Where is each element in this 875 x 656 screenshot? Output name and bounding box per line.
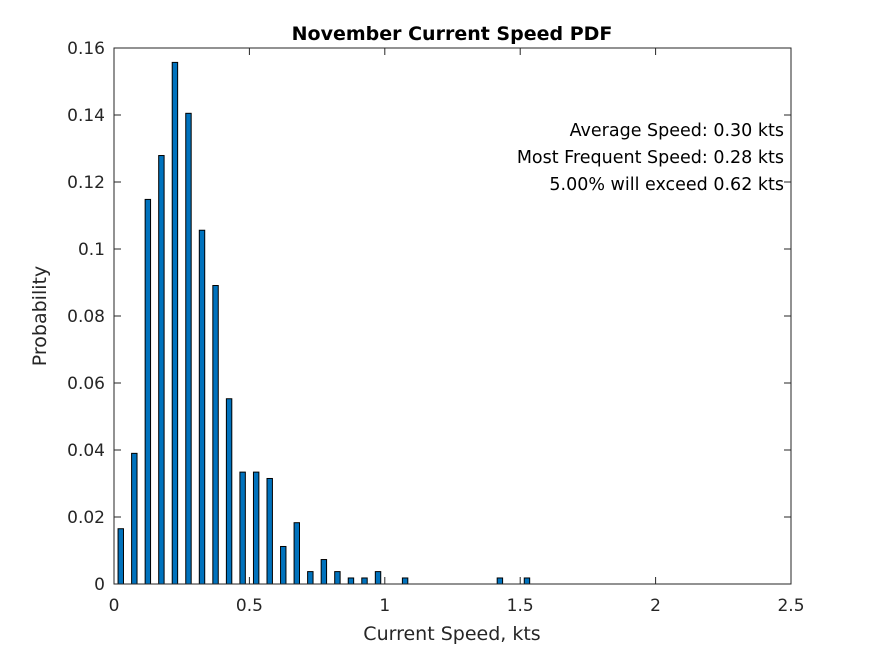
- bar-12: [280, 545, 287, 585]
- chart-title: November Current Speed PDF: [292, 23, 613, 45]
- bar-17: [347, 577, 355, 585]
- x-tick-label-1: 0.5: [236, 596, 263, 616]
- bar-0: [117, 528, 124, 585]
- bar-11: [266, 477, 273, 585]
- bar-21: [401, 577, 409, 585]
- x-axis-label: Current Speed, kts: [363, 623, 540, 645]
- bar-30: [523, 577, 531, 585]
- bar-18: [361, 577, 368, 585]
- y-tick-label-4: 0.08: [67, 307, 105, 327]
- bar-28: [496, 577, 504, 585]
- y-axis-label: Probability: [29, 266, 51, 366]
- x-tick-label-3: 1.5: [507, 596, 534, 616]
- y-tick-label-8: 0.16: [67, 39, 105, 59]
- y-tick-label-1: 0.02: [67, 508, 105, 528]
- bar-14: [307, 571, 314, 585]
- bar-4: [171, 61, 179, 585]
- annotation-exceedance: 5.00% will exceed 0.62 kts: [549, 175, 784, 195]
- x-tick-label-5: 2.5: [777, 596, 804, 616]
- bar-10: [252, 471, 260, 585]
- bar-15: [320, 559, 328, 585]
- bar-8: [225, 398, 233, 585]
- x-tick-label-4: 2: [650, 596, 661, 616]
- y-tick-label-2: 0.04: [67, 441, 105, 461]
- bar-13: [293, 522, 300, 585]
- y-tick-label-6: 0.12: [67, 173, 105, 193]
- x-tick-label-2: 1: [379, 596, 390, 616]
- bar-7: [212, 285, 219, 585]
- bar-16: [334, 571, 341, 585]
- y-tick-label-3: 0.06: [67, 374, 105, 394]
- bar-6: [198, 229, 206, 585]
- bar-5: [185, 112, 192, 585]
- bar-9: [239, 471, 246, 585]
- y-tick-label-0: 0: [94, 575, 105, 595]
- bar-19: [374, 571, 382, 585]
- bar-1: [131, 452, 138, 585]
- annotation-most-frequent-speed: Most Frequent Speed: 0.28 kts: [517, 148, 784, 168]
- x-tick-label-0: 0: [109, 596, 120, 616]
- ticks-group: 0 0.5 1 1.5 2 2.5 0 0.02 0.04 0.06 0.08 0.1 0.12 0.14…: [67, 39, 804, 616]
- bar-2: [144, 198, 152, 585]
- annotation-average-speed: Average Speed: 0.30 kts: [570, 121, 784, 141]
- bar-3: [158, 155, 165, 585]
- y-tick-label-7: 0.14: [67, 106, 105, 126]
- y-tick-label-5: 0.1: [78, 240, 105, 260]
